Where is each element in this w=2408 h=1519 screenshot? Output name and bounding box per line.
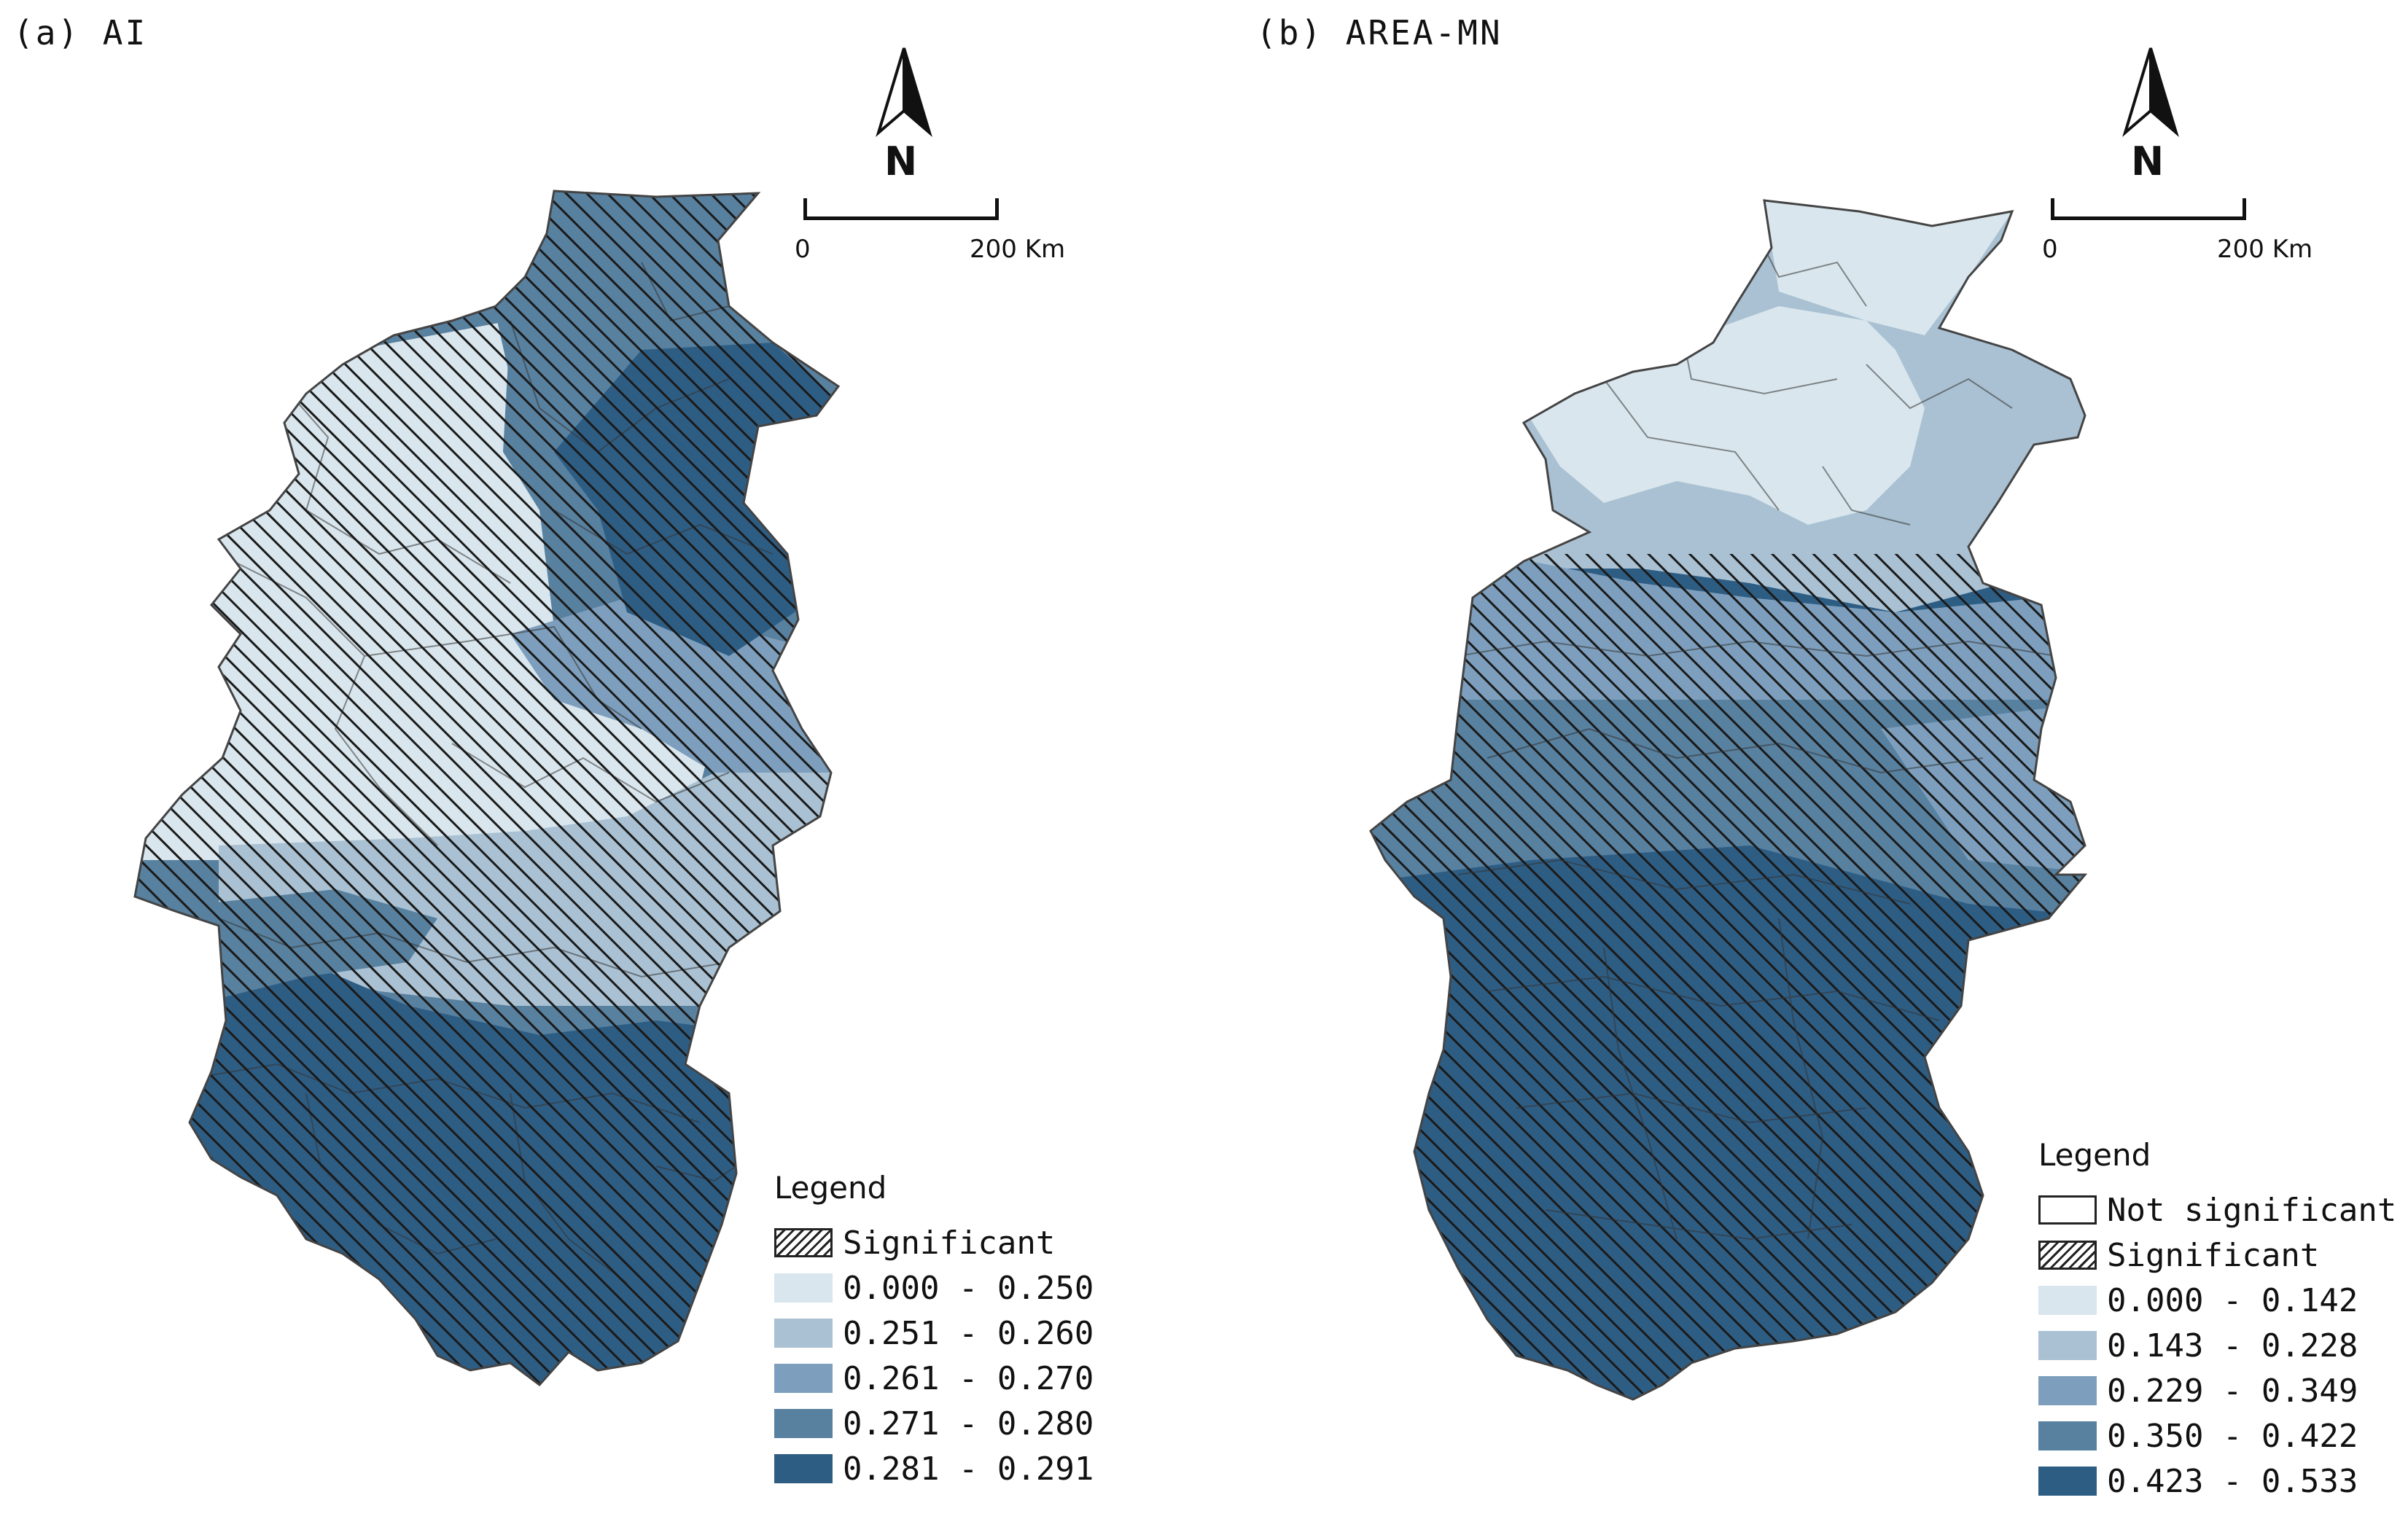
legend: Legend Not significant Significant 0.000… [2038,1137,2396,1504]
color-swatch [2038,1421,2097,1450]
legend-item-class-1: 0.000 - 0.142 [2038,1278,2396,1323]
area-mn-choropleth-map [1369,199,2088,1401]
north-label: N [884,138,918,184]
hatch-swatch [2038,1241,2097,1270]
study-area-outline [1369,199,2088,1401]
plain-swatch [2038,1195,2097,1225]
study-area-outline [133,190,841,1387]
scale-bar: 0 200 Km [795,198,1065,271]
ai-choropleth-map [133,190,841,1387]
legend-item-not-significant: Not significant [2038,1187,2396,1233]
color-swatch [774,1364,833,1393]
scale-zero-label: 0 [2042,235,2058,264]
legend-label: Significant [843,1224,1056,1262]
region-north-tip-class-1 [1764,200,2012,335]
color-swatch [2038,1467,2097,1496]
scale-bar: 0 200 Km [2042,198,2312,271]
legend-label: Not significant [2107,1191,2397,1229]
panel-title: (a) AI [13,13,148,52]
legend-item-significant: Significant [2038,1233,2396,1278]
color-swatch [2038,1331,2097,1360]
color-swatch [774,1273,833,1303]
panel-title: (b) AREA-MN [1256,13,1503,52]
legend-label: 0.261 - 0.270 [843,1359,1094,1397]
color-swatch [2038,1286,2097,1315]
legend-item-class-4: 0.271 - 0.280 [774,1401,1094,1446]
legend-item-class-5: 0.423 - 0.533 [2038,1459,2396,1504]
color-swatch [774,1319,833,1348]
legend-label: Significant [2107,1236,2320,1274]
legend-item-class-3: 0.229 - 0.349 [2038,1368,2396,1413]
legend-label: 0.281 - 0.291 [843,1450,1094,1488]
scale-zero-label: 0 [795,235,811,264]
color-swatch [774,1454,833,1483]
legend-label: 0.143 - 0.228 [2107,1327,2358,1364]
legend-item-class-2: 0.251 - 0.260 [774,1311,1094,1356]
legend-label: 0.271 - 0.280 [843,1405,1094,1442]
legend-label: 0.000 - 0.250 [843,1269,1094,1307]
north-arrow: N [2111,44,2191,190]
legend-label: 0.423 - 0.533 [2107,1462,2358,1500]
scale-line [2051,198,2246,220]
map-panel-ai: (a) AI N 0 200 Km Legend Significant 0.0… [13,13,1094,1491]
color-swatch [774,1409,833,1438]
legend-item-class-5: 0.281 - 0.291 [774,1446,1094,1491]
legend: Legend Significant 0.000 - 0.250 0.251 -… [774,1170,1094,1491]
legend-label: 0.350 - 0.422 [2107,1417,2358,1455]
legend-title: Legend [2038,1137,2151,1173]
legend-item-class-2: 0.143 - 0.228 [2038,1323,2396,1368]
legend-title: Legend [774,1170,887,1206]
north-label: N [2131,138,2165,184]
legend-item-significant: Significant [774,1220,1094,1265]
hatch-swatch [774,1228,833,1257]
legend-label: 0.000 - 0.142 [2107,1281,2358,1319]
map-panel-area-mn: (b) AREA-MN N 0 200 Km Legend Not signif… [1204,0,2407,1519]
legend-item-class-3: 0.261 - 0.270 [774,1356,1094,1401]
legend-item-class-4: 0.350 - 0.422 [2038,1413,2396,1459]
north-arrow: N [864,44,944,190]
legend-label: 0.229 - 0.349 [2107,1372,2358,1410]
north-arrow-icon [2122,47,2179,137]
scale-max-label: 200 Km [970,235,1066,264]
legend-item-class-1: 0.000 - 0.250 [774,1265,1094,1311]
north-arrow-icon [876,47,932,137]
color-swatch [2038,1376,2097,1405]
scale-line [803,198,999,220]
legend-label: 0.251 - 0.260 [843,1314,1094,1352]
scale-max-label: 200 Km [2217,235,2313,264]
